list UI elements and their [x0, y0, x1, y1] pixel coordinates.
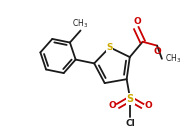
Text: O: O	[144, 101, 152, 110]
Text: O: O	[108, 101, 116, 110]
Text: O: O	[134, 17, 141, 26]
Text: CH$_3$: CH$_3$	[165, 53, 181, 65]
Text: S: S	[106, 43, 113, 52]
Text: Cl: Cl	[125, 119, 135, 128]
Text: O: O	[153, 47, 161, 56]
Text: S: S	[127, 94, 134, 104]
Text: CH$_3$: CH$_3$	[72, 17, 89, 29]
